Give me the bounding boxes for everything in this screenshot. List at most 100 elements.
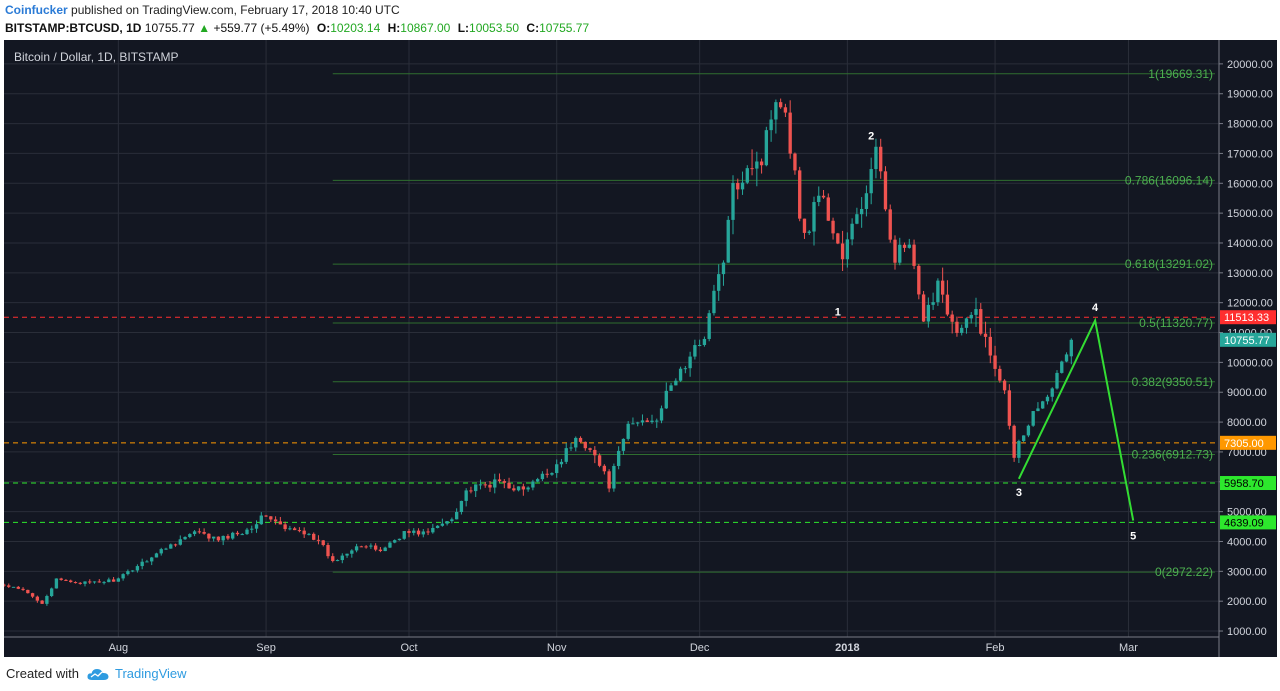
price-tick-label: 10000.00: [1227, 357, 1273, 369]
price-axis-background: [1219, 40, 1277, 657]
candle-body: [493, 479, 497, 488]
candle-body: [802, 218, 807, 233]
candle-body: [388, 542, 392, 548]
candle-body: [998, 368, 1002, 381]
candle-body: [583, 441, 587, 449]
price-tick-label: 18000.00: [1227, 119, 1273, 131]
change-text: +559.77 (+5.49%): [213, 21, 310, 35]
price-tag-bg: [1220, 476, 1276, 491]
candle-body: [269, 516, 273, 520]
chart-container[interactable]: 1000.002000.003000.004000.005000.006000.…: [2, 40, 1277, 657]
candle-body: [960, 327, 964, 333]
candle-body: [769, 119, 773, 131]
candle-body: [783, 107, 788, 113]
candle-body: [798, 170, 802, 219]
candle-body: [750, 168, 754, 170]
price-tick-label: 17000.00: [1227, 148, 1273, 160]
candle-body: [983, 333, 988, 337]
candle-body: [340, 555, 344, 561]
candle-body: [831, 220, 835, 234]
candle-body: [345, 553, 349, 556]
fib-level-label: 0.382(9350.51): [1132, 375, 1213, 389]
candle-body: [636, 422, 640, 424]
candle-body: [207, 533, 211, 539]
fib-level-label: 1(19669.31): [1148, 67, 1213, 81]
candle-body: [140, 561, 144, 567]
candle-body: [45, 596, 49, 604]
candle-body: [11, 586, 16, 588]
time-tick-label: Sep: [256, 642, 276, 654]
candle-body: [49, 588, 54, 597]
candle-body: [945, 294, 950, 315]
candle-body: [1002, 380, 1007, 391]
candle-body: [540, 473, 545, 480]
candle-body: [278, 521, 283, 525]
candle-body: [845, 239, 850, 260]
price-tick-label: 4000.00: [1227, 536, 1267, 548]
candle-body: [240, 534, 244, 536]
candle-body: [926, 304, 931, 322]
high-label: H:: [387, 21, 401, 35]
candle-body: [126, 571, 130, 575]
candle-body: [245, 529, 249, 535]
candle-body: [197, 531, 202, 533]
candle-body: [383, 547, 387, 552]
price-chart[interactable]: 1000.002000.003000.004000.005000.006000.…: [2, 40, 1277, 657]
candle-body: [864, 193, 869, 209]
candle-body: [192, 531, 197, 535]
candle-body: [726, 219, 730, 263]
close-label: C:: [526, 21, 540, 35]
candle-body: [450, 519, 454, 522]
price-tag-bg: [1220, 435, 1276, 450]
candle-body: [836, 233, 840, 244]
candle-body: [936, 280, 940, 303]
candle-body: [883, 171, 888, 210]
candle-body: [331, 556, 335, 561]
candle-body: [188, 534, 192, 537]
candle-body: [717, 274, 721, 291]
candle-body: [397, 538, 402, 541]
candle-body: [431, 527, 435, 533]
open-value: 10203.14: [330, 21, 381, 35]
time-tick-label: Oct: [400, 642, 417, 654]
candle-body: [1064, 354, 1069, 362]
last-price-tag-text: 10755.77: [1224, 335, 1270, 347]
price-tick-label: 2000.00: [1227, 596, 1267, 608]
candle-body: [16, 586, 20, 589]
candle-body: [154, 553, 159, 558]
candle-body: [621, 438, 626, 451]
price-tag-text: 7305.00: [1224, 438, 1264, 450]
candle-body: [559, 461, 564, 465]
candle-body: [316, 539, 321, 541]
candle-body: [669, 385, 673, 391]
tradingview-link[interactable]: TradingView: [114, 666, 187, 681]
publish-line: Coinfucker published on TradingView.com,…: [5, 3, 400, 17]
candle-body: [740, 182, 745, 190]
candle-body: [879, 146, 883, 172]
candle-body: [616, 450, 621, 466]
candle-body: [121, 574, 125, 579]
candle-body: [817, 195, 821, 203]
candle-body: [178, 539, 182, 545]
up-arrow-icon: ▲: [198, 21, 211, 35]
high-value: 10867.00: [400, 21, 451, 35]
candle-body: [231, 532, 235, 539]
candle-body: [645, 420, 649, 423]
price-tag-bg: [1220, 515, 1276, 530]
candle-body: [640, 420, 645, 423]
candle-body: [588, 448, 592, 450]
candle-body: [135, 566, 140, 571]
author-link[interactable]: Coinfucker: [5, 3, 68, 17]
candle-body: [1017, 440, 1021, 458]
candle-body: [655, 420, 659, 422]
candle-body: [254, 524, 259, 529]
candle-body: [35, 596, 40, 601]
chart-background: [4, 40, 1277, 657]
candle-body: [369, 545, 373, 547]
candle-body: [855, 214, 859, 224]
candle-body: [402, 531, 406, 539]
fib-level-label: 0.5(11320.77): [1139, 316, 1213, 330]
candle-body: [874, 146, 878, 170]
candle-body: [445, 521, 449, 524]
candle-body: [650, 420, 654, 423]
